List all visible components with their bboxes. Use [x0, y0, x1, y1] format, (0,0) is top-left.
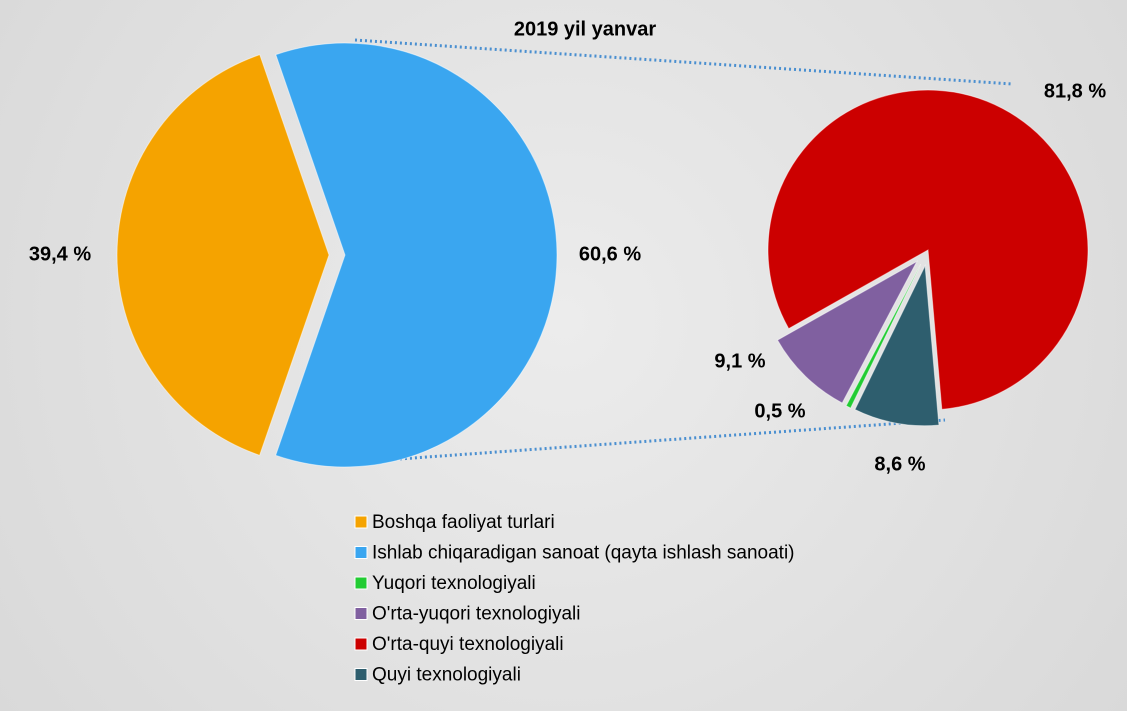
- legend-swatch: [354, 637, 368, 651]
- pie-slice: [767, 89, 1089, 410]
- pie-slice: [116, 53, 330, 456]
- pie-slice: [845, 264, 922, 409]
- legend-label: Ishlab chiqaradigan sanoat (qayta ishlas…: [372, 543, 795, 564]
- data-label: 60,6 %: [579, 243, 641, 265]
- pie-slice: [854, 263, 940, 427]
- legend-label: O'rta-quyi texnologiyali: [372, 634, 564, 655]
- legend-swatch: [354, 668, 368, 681]
- data-label: 8,6 %: [874, 453, 925, 475]
- legend-swatch: [354, 607, 368, 620]
- data-label: 9,1 %: [714, 350, 765, 372]
- data-label: 81,8 %: [1044, 80, 1106, 102]
- chart-title: 2019 yil yanvar: [514, 18, 657, 40]
- legend-label: O'rta-yuqori texnologiyali: [372, 604, 581, 625]
- legend-label: Quyi texnologiyali: [372, 665, 521, 686]
- pie-slice: [776, 260, 919, 404]
- data-label: 39,4 %: [29, 243, 91, 265]
- pie-slice: [274, 42, 558, 468]
- legend-label: Boshqa faoliyat turlari: [372, 512, 555, 533]
- legend-label: Yuqori texnologiyali: [372, 573, 536, 594]
- connector-line: [384, 418, 946, 462]
- data-label: 0,5 %: [754, 400, 805, 422]
- legend-swatch: [354, 576, 368, 590]
- legend-swatch: [354, 515, 368, 529]
- legend-swatch: [354, 546, 368, 559]
